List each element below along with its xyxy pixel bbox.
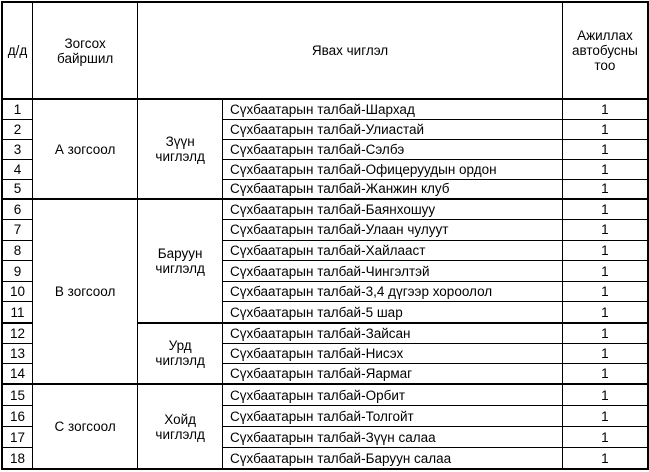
table-row: 16 Сүхбаатарын талбай-Толгойт 1 <box>1 405 649 428</box>
bus-count: 1 <box>561 239 649 262</box>
row-number: 11 <box>1 301 34 324</box>
row-number: 4 <box>1 158 34 180</box>
header-num: д/д <box>1 1 34 100</box>
table-row: 11 Сүхбаатарын талбай-5 шар 1 <box>1 301 649 324</box>
row-number: 2 <box>1 118 34 140</box>
row-number: 16 <box>1 405 34 428</box>
route-name: Сүхбаатарын талбай-Офицеруудын ордон <box>222 158 563 180</box>
stop-location: А зогсоол <box>32 98 139 200</box>
row-number: 18 <box>1 447 34 470</box>
row-number: 8 <box>1 239 34 262</box>
table-row: 2 Сүхбаатарын талбай-Улиастай 1 <box>1 118 649 140</box>
row-number: 10 <box>1 280 34 303</box>
route-name: Сүхбаатарын талбай-5 шар <box>222 301 563 324</box>
row-number: 1 <box>1 98 34 120</box>
route-name: Сүхбаатарын талбай-Баруун салаа <box>222 447 563 470</box>
row-number: 15 <box>1 383 34 407</box>
table-row: 12 Урд чиглэлд Сүхбаатарын талбай-Зайсан 1 <box>1 321 649 385</box>
table-row: 4 Сүхбаатарын талбай-Офицеруудын ордон 1 <box>1 158 649 180</box>
route-name: Сүхбаатарын талбай-Яармаг <box>222 363 563 385</box>
bus-count: 1 <box>561 260 649 282</box>
route-name: Сүхбаатарын талбай-Чингэлтэй <box>222 260 563 282</box>
route-name: Сүхбаатарын талбай-Шархад <box>222 98 563 120</box>
bus-count: 1 <box>561 426 649 449</box>
direction: Урд чиглэлд <box>137 321 224 385</box>
stop-location: С зогсоол <box>32 383 139 470</box>
row-number: 14 <box>1 363 34 385</box>
bus-count: 1 <box>561 280 649 303</box>
bus-count: 1 <box>561 98 649 120</box>
route-name: Сүхбаатарын талбай-Хайлааст <box>222 239 563 262</box>
bus-count: 1 <box>561 178 649 200</box>
bus-count: 1 <box>561 383 649 407</box>
table-row: 10 Сүхбаатарын талбай-3,4 дүгээр хороолол… <box>1 280 649 303</box>
route-name: Сүхбаатарын талбай-Нисэх <box>222 342 563 365</box>
header-row: д/д Зогсох байршил Явах чиглэл Ажиллах а… <box>1 1 649 100</box>
bus-count: 1 <box>561 118 649 140</box>
table-row: 15 С зогсоол Хойд чиглэлд Сүхбаатарын талба… <box>1 383 649 470</box>
direction: Хойд чиглэлд <box>137 383 224 470</box>
route-name: Сүхбаатарын талбай-Улиастай <box>222 118 563 140</box>
table-row: 13 Сүхбаатарын талбай-Нисэх 1 <box>1 342 649 365</box>
row-number: 6 <box>1 198 34 221</box>
route-name: Сүхбаатарын талбай-Жанжин клуб <box>222 178 563 200</box>
bus-count: 1 <box>561 138 649 160</box>
route-name: Сүхбаатарын талбай-Сэлбэ <box>222 138 563 160</box>
row-number: 3 <box>1 138 34 160</box>
row-number: 7 <box>1 219 34 241</box>
bus-count: 1 <box>561 405 649 428</box>
route-name: Сүхбаатарын талбай-Зүүн салаа <box>222 426 563 449</box>
header-location: Зогсох байршил <box>32 1 139 100</box>
bus-count: 1 <box>561 301 649 324</box>
route-name: Сүхбаатарын талбай-Баянхошуу <box>222 198 563 221</box>
bus-count: 1 <box>561 363 649 385</box>
stop-location: В зогсоол <box>32 197 139 385</box>
table-row: 5 Сүхбаатарын талбай-Жанжин клуб 1 <box>1 178 649 200</box>
route-name: Сүхбаатарын талбай-Толгойт <box>222 405 563 428</box>
header-route: Явах чиглэл <box>137 1 563 100</box>
route-name: Сүхбаатарын талбай-Орбит <box>222 383 563 407</box>
row-number: 12 <box>1 321 34 344</box>
row-number: 5 <box>1 178 34 200</box>
bus-count: 1 <box>561 342 649 365</box>
table-row: 8 Сүхбаатарын талбай-Хайлааст 1 <box>1 239 649 262</box>
row-number: 9 <box>1 260 34 282</box>
bus-count: 1 <box>561 198 649 221</box>
direction: Баруун чиглэлд <box>137 198 224 324</box>
header-buses: Ажиллах автобусны тоо <box>561 1 649 100</box>
route-name: Сүхбаатарын талбай-Улаан чулуут <box>222 219 563 241</box>
route-name: Сүхбаатарын талбай-3,4 дүгээр хороолол <box>222 280 563 303</box>
row-number: 17 <box>1 426 34 449</box>
bus-count: 1 <box>561 321 649 344</box>
bus-count: 1 <box>561 158 649 180</box>
bus-count: 1 <box>561 219 649 241</box>
table-row: 18 Сүхбаатарын талбай-Баруун салаа 1 <box>1 447 649 470</box>
table-row: 3 Сүхбаатарын талбай-Сэлбэ 1 <box>1 138 649 160</box>
row-number: 13 <box>1 342 34 365</box>
bus-count: 1 <box>561 447 649 470</box>
direction: Зүүн чиглэлд <box>137 98 224 200</box>
route-name: Сүхбаатарын талбай-Зайсан <box>222 321 563 344</box>
